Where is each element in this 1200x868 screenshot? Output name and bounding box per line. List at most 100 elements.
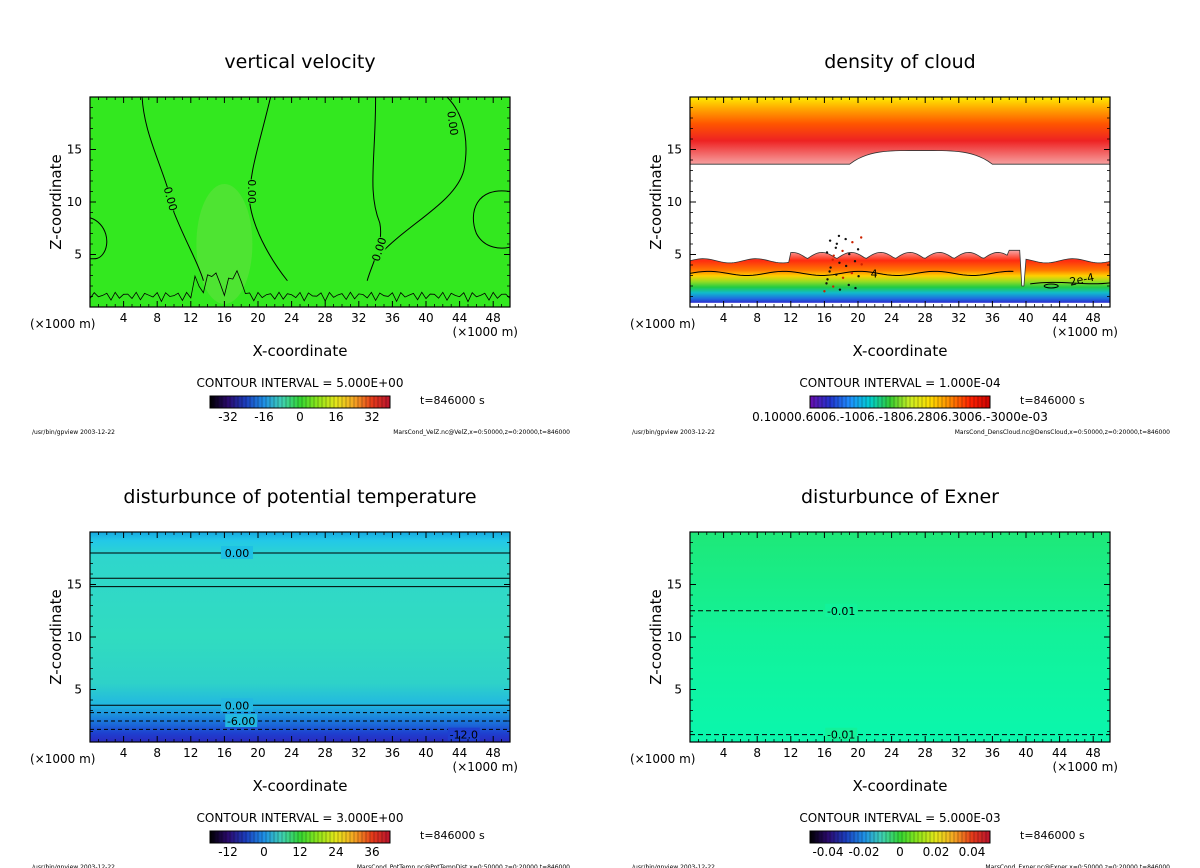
- colorbar-tick-label: 0: [260, 845, 268, 859]
- x-tick-label: 28: [918, 746, 933, 760]
- colorbar-tick-label: 0: [296, 410, 304, 424]
- cloud-speck: [859, 236, 863, 239]
- contour-line: [379, 96, 467, 255]
- panel-3: disturbunce of potential temperature 0.00…: [30, 486, 570, 868]
- contour-label-bg: [447, 727, 480, 741]
- cloud-speck: [860, 263, 863, 266]
- cloud-speck: [841, 249, 844, 253]
- cloud-speck: [825, 251, 829, 254]
- contour-line: [689, 249, 1111, 287]
- cloud-speck: [829, 266, 832, 269]
- x-tick-label: 36: [985, 746, 1000, 760]
- colorbar-tick-label: -32: [218, 410, 238, 424]
- contour-line: [472, 190, 511, 249]
- contour-interval: CONTOUR INTERVAL = 3.000E+00: [197, 811, 404, 825]
- cloud-speck: [834, 246, 838, 249]
- cloud-speck: [854, 286, 857, 290]
- contour-label: -12.0: [450, 729, 478, 742]
- contour-line-surface: [89, 269, 511, 303]
- x-tick-label: 48: [486, 311, 501, 325]
- colorbar-tick-label: 24: [328, 845, 343, 859]
- chart-title: disturbunce of potential temperature: [123, 486, 476, 508]
- contour-label: 0.00: [225, 699, 250, 712]
- cloud-speck: [828, 239, 832, 242]
- colorbar: [809, 830, 991, 844]
- contour-label-bg: [445, 110, 461, 136]
- x-axis-label: X-coordinate: [253, 342, 348, 360]
- x-unit-right: (×1000 m): [1053, 760, 1118, 774]
- footer-left: /usr/bin/gpview 2003-12-22: [632, 429, 715, 436]
- time-label: t=846000 s: [420, 394, 485, 407]
- x-tick-label: 24: [884, 311, 899, 325]
- x-unit-right: (×1000 m): [453, 760, 518, 774]
- colorbar-tick-label: 32: [364, 410, 379, 424]
- cloud-speck: [853, 260, 857, 263]
- x-tick-label: 4: [720, 311, 728, 325]
- y-tick-label: 5: [674, 683, 682, 697]
- contour-line: [89, 217, 108, 260]
- cloud-speck: [841, 276, 845, 280]
- x-tick-label: 16: [217, 746, 232, 760]
- y-axis-label: Z-coordinate: [47, 589, 65, 684]
- x-tick-label: 24: [884, 746, 899, 760]
- contour-interval: CONTOUR INTERVAL = 1.000E-04: [799, 376, 1000, 390]
- x-tick-label: 28: [918, 311, 933, 325]
- x-axis-label: X-coordinate: [853, 342, 948, 360]
- x-tick-label: 8: [753, 746, 761, 760]
- colorbar-tick-label: -12: [218, 845, 238, 859]
- colorbar: [809, 395, 991, 409]
- x-tick-label: 24: [284, 311, 299, 325]
- footer-left: /usr/bin/gpview 2003-12-22: [32, 864, 115, 868]
- cloud-speck: [831, 258, 834, 261]
- x-axis-label: X-coordinate: [253, 777, 348, 795]
- field-fill: [90, 532, 510, 742]
- x-unit-left: (×1000 m): [30, 752, 95, 766]
- cloud-speck: [835, 242, 839, 245]
- x-tick-label: 12: [183, 746, 198, 760]
- cloud-speck: [844, 264, 848, 268]
- y-tick-label: 10: [667, 630, 682, 644]
- x-tick-label: 40: [418, 746, 433, 760]
- x-tick-label: 24: [284, 746, 299, 760]
- cloud-speck: [847, 283, 850, 287]
- x-tick-label: 44: [1052, 311, 1067, 325]
- x-tick-label: 8: [753, 311, 761, 325]
- y-axis-label: Z-coordinate: [47, 154, 65, 249]
- chart-title: vertical velocity: [224, 51, 375, 73]
- x-tick-label: 16: [817, 311, 832, 325]
- x-tick-label: 40: [1018, 746, 1033, 760]
- x-tick-label: 36: [385, 746, 400, 760]
- x-tick-label: 44: [1052, 746, 1067, 760]
- x-tick-label: 28: [318, 311, 333, 325]
- y-tick-label: 15: [667, 578, 682, 592]
- colorbar-tick-label: 16: [328, 410, 343, 424]
- contour-label: 0.00: [161, 185, 180, 212]
- contour-interval: CONTOUR INTERVAL = 5.000E+00: [197, 376, 404, 390]
- y-tick-label: 15: [67, 578, 82, 592]
- x-unit-right: (×1000 m): [1053, 325, 1118, 339]
- footer-right: MarsCond_VelZ.nc@VelZ,x=0:50000,z=0:2000…: [393, 429, 570, 436]
- colorbar-tick-label: 0: [896, 845, 904, 859]
- x-tick-label: 48: [1086, 311, 1101, 325]
- footer-right: MarsCond_PotTemp.nc@PotTempDist,x=0:5000…: [357, 864, 570, 868]
- contour-label-bg: [225, 714, 258, 727]
- x-unit-left: (×1000 m): [630, 752, 695, 766]
- x-tick-label: 12: [183, 311, 198, 325]
- cloud-speck: [832, 254, 835, 257]
- y-tick-label: 10: [67, 630, 82, 644]
- colorbar-tick-label: -0.02: [848, 845, 879, 859]
- lower-cloud-layer: [690, 250, 1110, 307]
- contour-label-bg: [825, 727, 858, 741]
- contour-label: -0.01: [827, 729, 855, 742]
- cloud-speck: [825, 282, 828, 285]
- cloud-speck: [838, 288, 842, 291]
- cloud-speck: [837, 234, 841, 238]
- contour-label-bg: [825, 603, 858, 617]
- x-tick-label: 48: [1086, 746, 1101, 760]
- x-tick-label: 20: [850, 746, 865, 760]
- cloud-speck: [828, 270, 831, 273]
- colorbar-tick-label: -0.04: [812, 845, 843, 859]
- x-axis-label: X-coordinate: [853, 777, 948, 795]
